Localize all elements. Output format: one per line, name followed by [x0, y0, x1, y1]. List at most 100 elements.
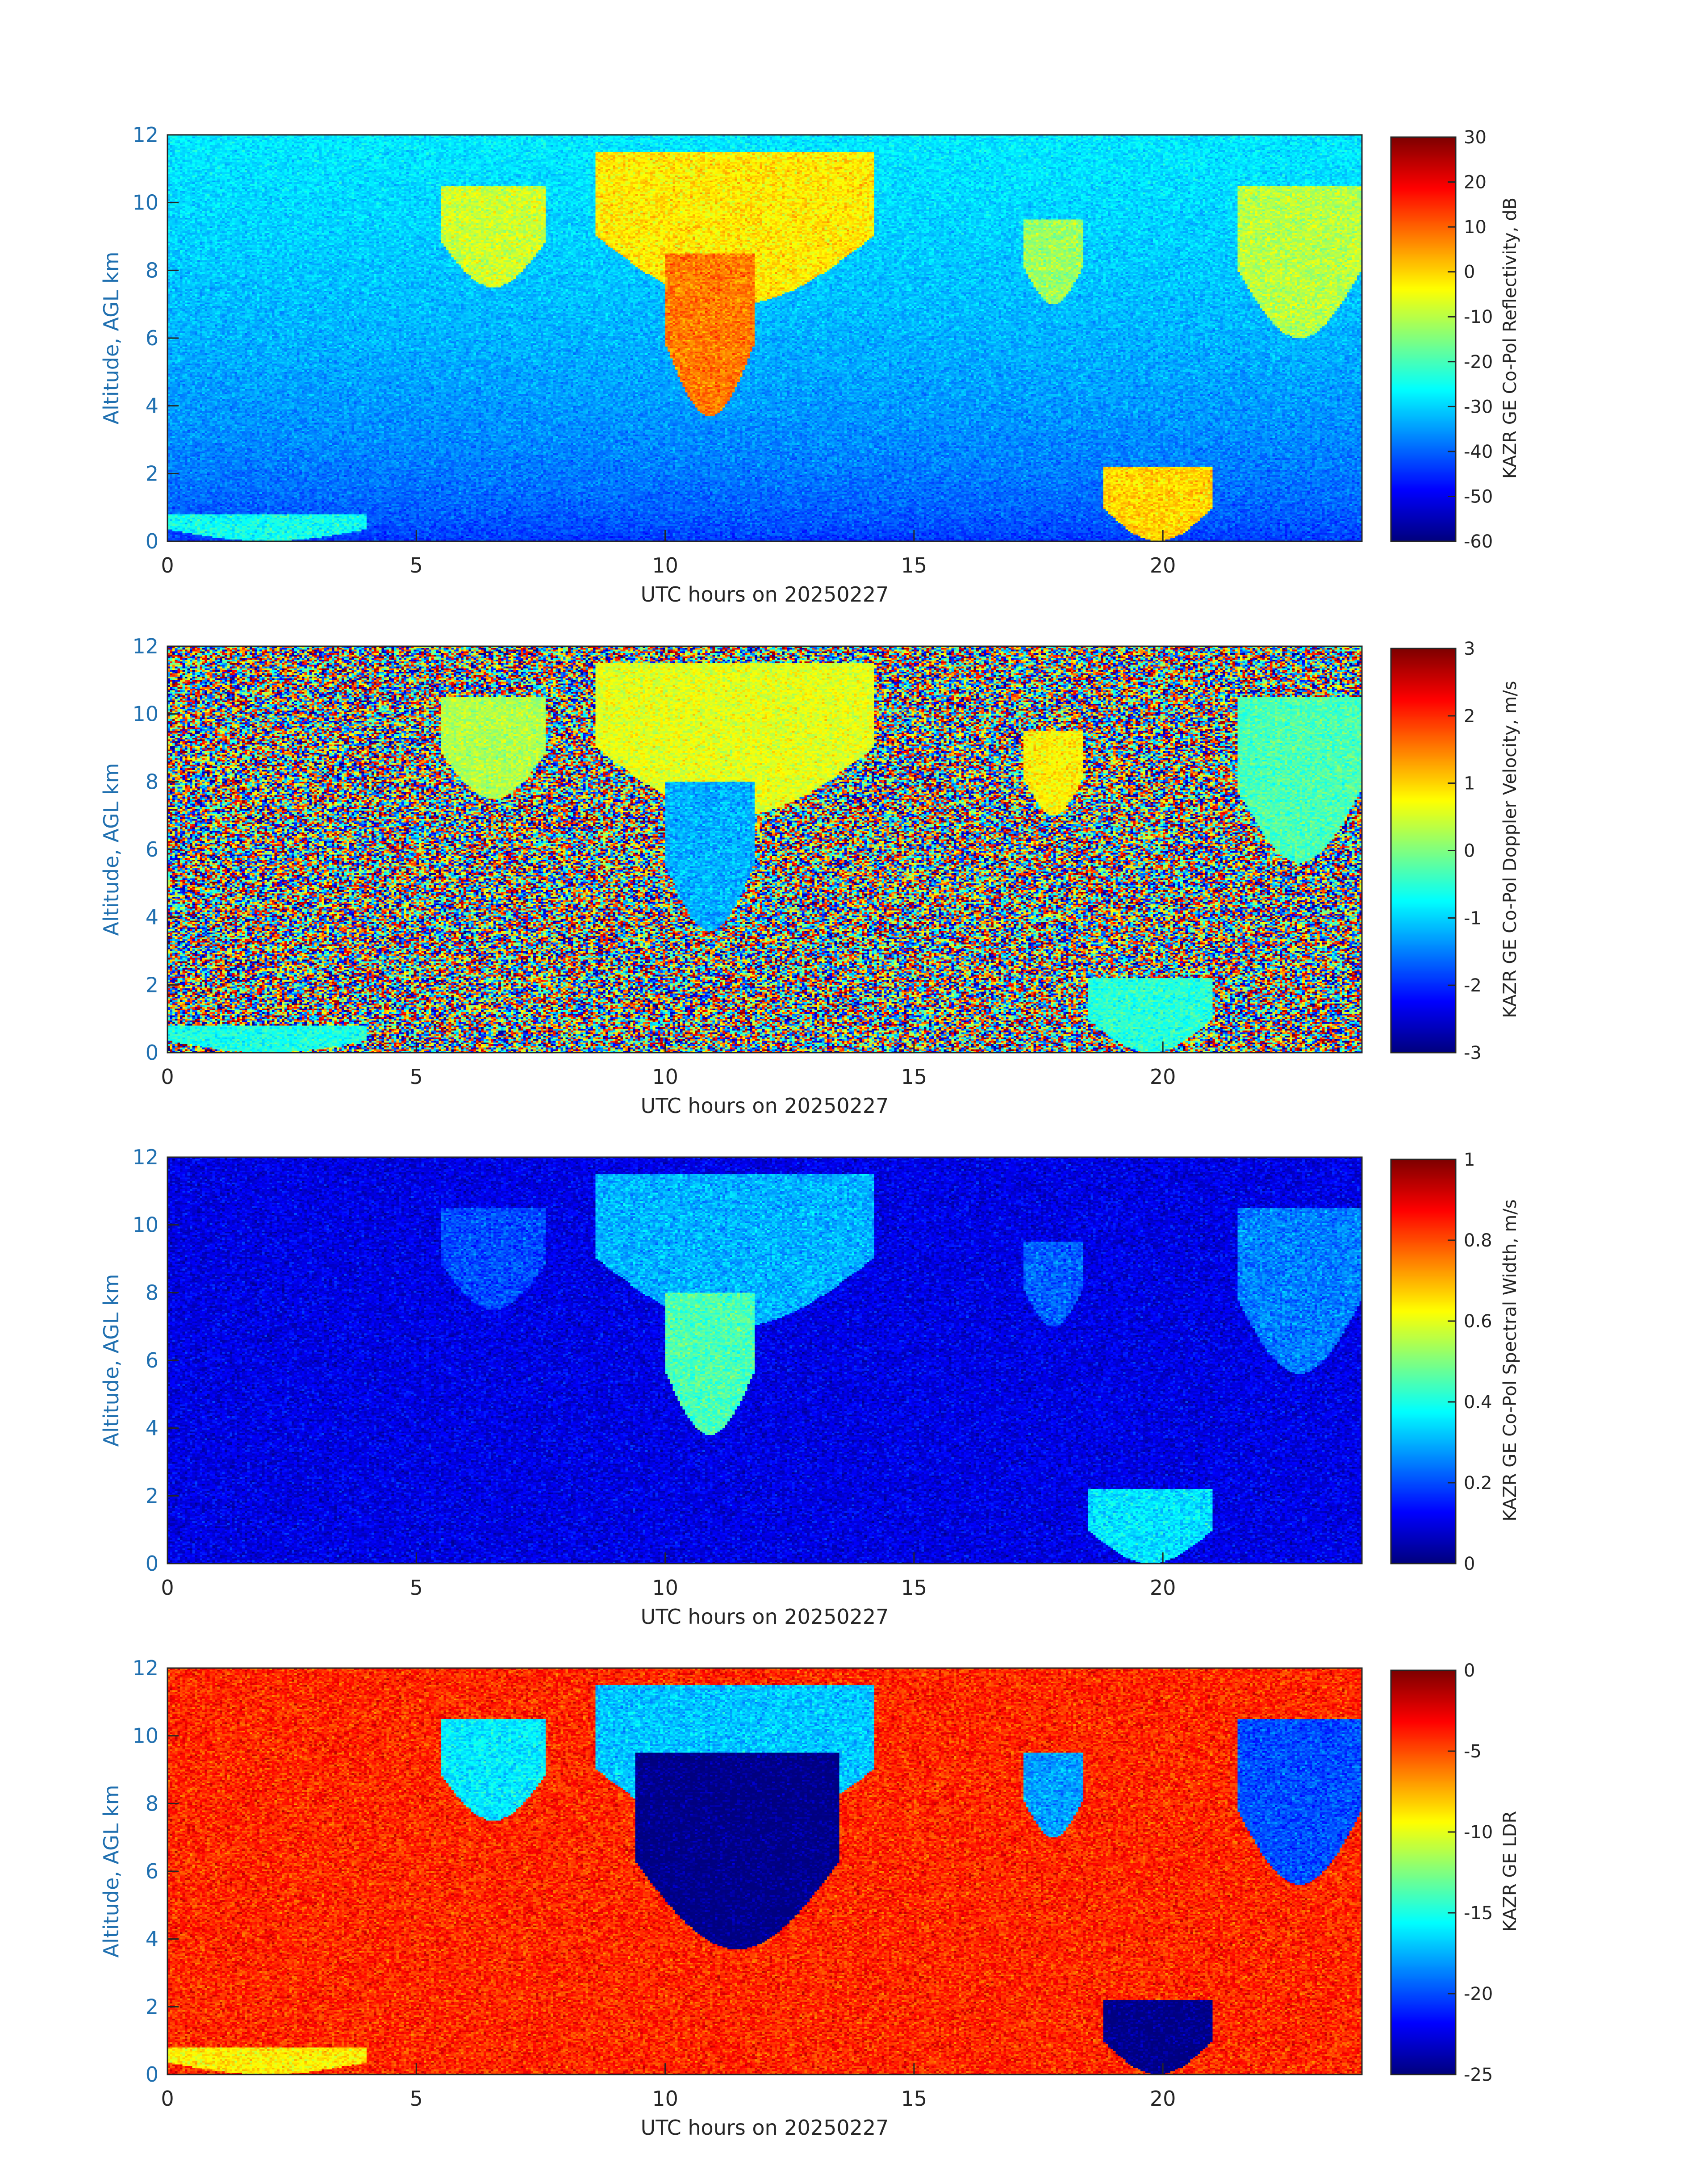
x-axis-label: UTC hours on 20250227	[641, 1605, 889, 1629]
x-tick-label: 20	[1150, 553, 1176, 577]
y-tick-label: 8	[146, 258, 159, 282]
y-tick-label: 6	[146, 326, 159, 350]
colorbar-tick-label: 3	[1464, 639, 1475, 659]
y-tick-label: 0	[146, 1041, 159, 1065]
y-tick-label: 10	[132, 1724, 159, 1748]
x-tick-label: 15	[901, 553, 927, 577]
y-tick-label: 2	[146, 1995, 159, 2019]
y-tick-label: 2	[146, 1484, 159, 1508]
x-tick-label: 0	[161, 1065, 174, 1089]
x-tick-label: 10	[652, 1065, 678, 1089]
colorbar	[1391, 137, 1456, 541]
y-tick-label: 4	[146, 394, 159, 418]
colorbar-tick-label: 10	[1464, 217, 1487, 238]
y-axis-label: Altitude, AGL km	[99, 1274, 123, 1447]
x-tick-label: 20	[1150, 1065, 1176, 1089]
y-tick-label: 12	[132, 1145, 159, 1169]
colorbar-tick-label: -40	[1464, 442, 1493, 462]
colorbar-tick-label: 0	[1464, 1554, 1475, 1574]
colorbar-tick-label: 30	[1464, 127, 1487, 148]
colorbar-tick-label: -10	[1464, 1822, 1493, 1843]
x-tick-label: 5	[410, 1576, 423, 1600]
colorbar-tick-label: 0.8	[1464, 1230, 1492, 1251]
x-tick-label: 5	[410, 1065, 423, 1089]
x-tick-label: 0	[161, 1576, 174, 1600]
colorbar-frame	[1390, 136, 1457, 542]
colorbar-tick-label: -25	[1464, 2065, 1493, 2085]
colorbar-tick-label: -30	[1464, 397, 1493, 417]
y-tick-label: 0	[146, 2062, 159, 2087]
colorbar-tick-label: 20	[1464, 172, 1487, 193]
colorbar-tick-label: -20	[1464, 1984, 1493, 2004]
colorbar-tick-label: 0.4	[1464, 1392, 1492, 1413]
y-tick-label: 6	[146, 1859, 159, 1883]
colorbar-tick-label: 1	[1464, 1150, 1475, 1170]
y-tick-label: 10	[132, 1213, 159, 1237]
colorbar-label: KAZR GE LDR	[1500, 1811, 1520, 1932]
y-tick-label: 12	[132, 634, 159, 658]
y-tick-label: 6	[146, 837, 159, 862]
y-tick-label: 8	[146, 1791, 159, 1815]
x-tick-label: 0	[161, 2087, 174, 2111]
colorbar-tick-label: -3	[1464, 1043, 1482, 1063]
colorbar	[1391, 648, 1456, 1053]
x-tick-label: 5	[410, 2087, 423, 2111]
colorbar-tick-label: -1	[1464, 908, 1482, 928]
heatmap-image	[167, 135, 1362, 541]
y-tick-label: 2	[146, 461, 159, 485]
x-axis-label: UTC hours on 20250227	[641, 582, 889, 606]
y-tick-label: 0	[146, 1552, 159, 1576]
colorbar-tick-label: 2	[1464, 706, 1475, 727]
colorbar	[1391, 1670, 1456, 2074]
x-tick-label: 10	[652, 553, 678, 577]
colorbar-tick-label: -20	[1464, 352, 1493, 372]
heatmap-image	[167, 646, 1362, 1053]
heatmap-image	[167, 1668, 1362, 2074]
x-tick-label: 0	[161, 553, 174, 577]
colorbar-frame	[1390, 1159, 1457, 1564]
x-tick-label: 15	[901, 2087, 927, 2111]
y-tick-label: 6	[146, 1348, 159, 1372]
colorbar-tick-label: 0	[1464, 1660, 1475, 1681]
colorbar-tick-label: -60	[1464, 531, 1493, 552]
colorbar-tick-label: -15	[1464, 1903, 1493, 1924]
colorbar-tick-label: 0	[1464, 841, 1475, 862]
colorbar-tick-label: -5	[1464, 1741, 1482, 1762]
y-tick-label: 10	[132, 702, 159, 726]
x-tick-label: 10	[652, 2087, 678, 2111]
colorbar-label: KAZR GE Co-Pol Doppler Velocity, m/s	[1500, 681, 1520, 1018]
y-tick-label: 12	[132, 1656, 159, 1680]
colorbar-tick-label: -50	[1464, 486, 1493, 507]
y-tick-label: 10	[132, 191, 159, 215]
colorbar-tick-label: 0.2	[1464, 1473, 1492, 1493]
colorbar-tick-label: -10	[1464, 307, 1493, 327]
colorbar-tick-label: 1	[1464, 774, 1475, 794]
panel-reflectivity: 0 5 10 15 20 0 2 4 6 8 10 12 UTC hours on 20250227 Al…	[99, 123, 1520, 606]
x-axis-label: UTC hours on 20250227	[641, 1094, 889, 1118]
colorbar-label: KAZR GE Co-Pol Reflectivity, dB	[1500, 197, 1520, 479]
y-tick-label: 12	[132, 123, 159, 147]
y-axis-label: Altitude, AGL km	[99, 1785, 123, 1957]
x-axis-label: UTC hours on 20250227	[641, 2116, 889, 2140]
x-tick-label: 15	[901, 1065, 927, 1089]
heatmap-image	[167, 1157, 1362, 1564]
y-tick-label: 8	[146, 770, 159, 794]
colorbar	[1391, 1159, 1456, 1564]
y-axis-label: Altitude, AGL km	[99, 251, 123, 424]
x-tick-label: 5	[410, 553, 423, 577]
panel-ldr: 0 5 10 15 20 0 2 4 6 8 10 12 UTC hours on 20250227 Al…	[99, 1656, 1520, 2140]
colorbar-frame	[1390, 1669, 1457, 2075]
y-tick-label: 4	[146, 1927, 159, 1951]
y-tick-label: 0	[146, 529, 159, 553]
y-tick-label: 8	[146, 1280, 159, 1305]
colorbar-label: KAZR GE Co-Pol Spectral Width, m/s	[1500, 1199, 1520, 1521]
x-tick-label: 15	[901, 1576, 927, 1600]
x-tick-label: 10	[652, 1576, 678, 1600]
y-tick-label: 4	[146, 1416, 159, 1440]
colorbar-tick-label: -2	[1464, 975, 1482, 996]
y-axis-label: Altitude, AGL km	[99, 763, 123, 936]
x-tick-label: 20	[1150, 1576, 1176, 1600]
